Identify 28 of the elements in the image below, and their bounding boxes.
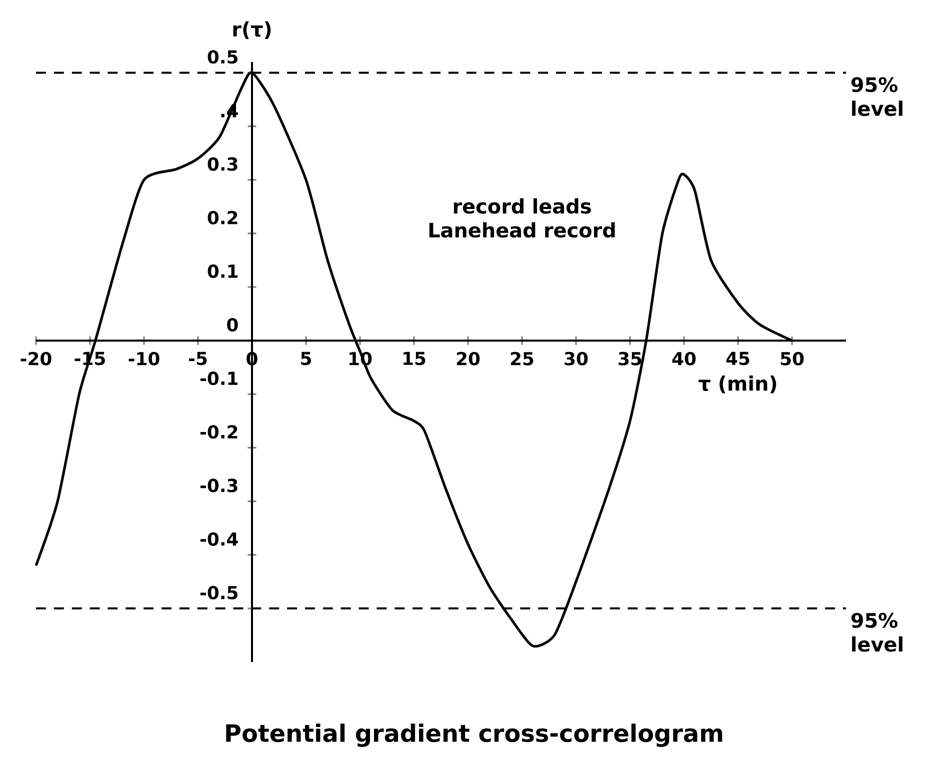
- x-tick-label: 50: [780, 352, 804, 366]
- ref-line-label: 95% level: [851, 612, 902, 652]
- y-tick-label: -0.1: [200, 372, 238, 386]
- ref-line-label: 95% level: [851, 77, 902, 116]
- y-tick-label: -0.2: [200, 425, 238, 439]
- y-axis-title: r(τ): [233, 21, 271, 40]
- y-tick-label: 0.1: [208, 264, 238, 278]
- x-tick-label: 5: [301, 352, 311, 366]
- x-tick-label: 40: [672, 352, 696, 366]
- x-tick-label: 20: [456, 352, 480, 366]
- x-tick-label: -20: [20, 352, 52, 366]
- x-tick-label: 35: [618, 352, 642, 366]
- y-tick-label: -0.4: [200, 532, 238, 546]
- y-tick-label: -0.5: [200, 586, 238, 600]
- y-tick-label: 0: [227, 318, 238, 332]
- x-axis-title: τ (min): [698, 375, 776, 394]
- x-tick-label: 45: [726, 352, 750, 366]
- x-tick-label: 15: [404, 352, 426, 366]
- y-tick-label: 0.5: [208, 50, 238, 64]
- x-tick-label: 30: [564, 352, 588, 366]
- y-tick-label: 0.3: [208, 157, 238, 171]
- x-tick-label: -5: [189, 352, 207, 366]
- y-tick-label: -0.3: [200, 478, 238, 492]
- x-tick-label: 25: [510, 352, 534, 366]
- y-tick-label: 0.2: [208, 210, 238, 224]
- text: Potential gradient cross-correlogram: [226, 724, 722, 747]
- x-tick-label: -10: [128, 352, 160, 366]
- annotation: record leads Lanehead record: [429, 198, 615, 238]
